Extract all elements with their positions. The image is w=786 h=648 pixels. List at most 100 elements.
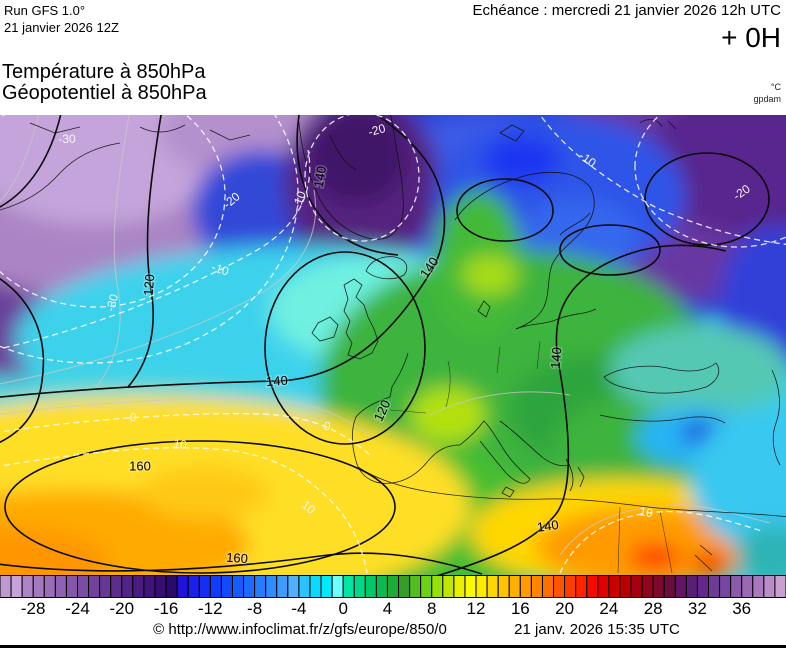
temperature-contour-label: 10: [638, 504, 654, 520]
model-run-info: Run GFS 1.0° 21 janvier 2026 12Z: [4, 2, 119, 36]
color-scale-cell: [342, 575, 355, 598]
color-scale-cell: [586, 575, 599, 598]
color-scale-cell: [774, 575, 786, 598]
color-scale-cell: [0, 575, 12, 598]
temperature-contour-label: -10: [210, 260, 231, 279]
color-scale-cell: [597, 575, 610, 598]
geopotential-contour-label: 140: [536, 517, 560, 535]
scale-tick-label: -8: [247, 599, 263, 618]
scale-tick-label: 8: [426, 599, 437, 618]
geopotential-contour-label: 140: [311, 165, 330, 189]
color-scale-cell: [741, 575, 754, 598]
temperature-contour-label: 10: [173, 436, 188, 452]
color-scale-cell: [132, 575, 145, 598]
color-scale-cell: [663, 575, 676, 598]
scale-tick-label: 20: [555, 599, 575, 618]
unit-temperature: °C: [770, 82, 781, 92]
color-scale-cell: [464, 575, 477, 598]
color-scale-cell: [386, 575, 400, 598]
scale-tick-label: 0: [338, 599, 348, 618]
temperature-contour-label: -30: [58, 132, 76, 146]
scale-tick-label: 12: [466, 599, 486, 618]
color-scale-cell: [43, 575, 56, 598]
color-scale-cell: [641, 575, 654, 598]
country-border: [536, 340, 541, 370]
color-scale-cell: [442, 575, 455, 598]
color-scale-cell: [88, 575, 101, 598]
color-scale-cell: [431, 575, 444, 598]
temperature-color-scale: [0, 575, 786, 598]
color-scale-cell: [110, 575, 123, 598]
color-scale-cell: [254, 575, 267, 598]
model-run-line2: 21 janvier 2026 12Z: [4, 20, 119, 35]
scale-tick-label: -12: [198, 599, 223, 618]
color-scale-cell: [165, 575, 178, 598]
color-scale-cell: [696, 575, 710, 598]
scale-tick-label: -20: [109, 599, 135, 618]
color-scale-cell: [54, 575, 67, 598]
color-scale-cell: [298, 575, 311, 598]
validity-info: Echéance : mercredi 21 janvier 2026 12h …: [473, 2, 782, 54]
scale-tick-label: 32: [687, 599, 707, 618]
forecast-lead-time: + 0H: [721, 22, 781, 53]
color-scale-cell: [752, 575, 765, 598]
footer: © http://www.infoclimat.fr/z/gfs/europe/…: [0, 621, 786, 643]
color-scale-cell: [176, 575, 189, 598]
color-scale-cell: [519, 575, 532, 598]
color-scale-cell: [231, 575, 245, 598]
color-scale-cell: [121, 575, 134, 598]
color-scale-cell: [209, 575, 222, 598]
scale-tick-label: -16: [153, 599, 179, 618]
color-scale-cell: [375, 575, 388, 598]
color-scale-cell: [99, 575, 112, 598]
color-scale-cell: [243, 575, 256, 598]
scale-tick-label: 4: [382, 599, 393, 618]
color-scale-cell: [630, 575, 643, 598]
source-url-text: © http://www.infoclimat.fr/z/gfs/europe/…: [153, 621, 447, 638]
scale-tick-label: -28: [20, 599, 46, 618]
color-scale-cell: [619, 575, 632, 598]
scale-tick-label: 36: [732, 599, 752, 618]
color-scale-cell: [198, 575, 211, 598]
color-scale-cell: [65, 575, 78, 598]
color-scale-cell: [287, 575, 300, 598]
color-scale-cell: [553, 575, 566, 598]
validity-datetime: Echéance : mercredi 21 janvier 2026 12h …: [472, 2, 782, 19]
color-scale-tick-labels: -28 -24 -20 -16 -12 -8 -4 0 4 8 12 16 20 24 28 32 36: [0, 599, 786, 619]
color-scale-cell: [530, 575, 543, 598]
unit-labels: °C gpdam: [753, 81, 781, 105]
bottom-border-bar: [0, 645, 786, 648]
color-scale-cell: [398, 575, 411, 598]
temperature-field: [0, 115, 786, 575]
temperature-contour-label: -20: [367, 121, 388, 139]
color-scale-cell: [309, 575, 322, 598]
color-scale-cell: [453, 575, 466, 598]
color-scale-cell: [76, 575, 90, 598]
color-scale-cell: [708, 575, 721, 598]
scale-tick-label: 28: [643, 599, 663, 618]
color-scale-cell: [564, 575, 577, 598]
scale-tick-label: -24: [65, 599, 90, 618]
geopotential-contour-label: 160: [129, 458, 151, 473]
color-scale-cell: [220, 575, 233, 598]
color-scale-cell: [575, 575, 588, 598]
color-scale-cell: [719, 575, 732, 598]
color-scale-cell: [154, 575, 167, 598]
color-scale-cell: [608, 575, 621, 598]
generation-timestamp: 21 janv. 2026 15:35 UTC: [514, 621, 680, 638]
country-border: [389, 409, 427, 414]
geopotential-contour-label: 120: [141, 273, 158, 296]
color-scale-cell: [353, 575, 366, 598]
temperature-contour-label: -30: [103, 292, 121, 313]
scale-tick-label: 24: [599, 599, 619, 618]
color-scale-cell: [420, 575, 433, 598]
parameter-title-geopotential: Géopotentiel à 850hPa: [2, 82, 207, 104]
geopotential-contour-label: 160: [226, 550, 249, 566]
color-scale-cell: [763, 575, 776, 598]
scale-tick-label: 16: [510, 599, 530, 618]
unit-geopotential: gpdam: [753, 94, 781, 104]
color-scale-cell: [320, 575, 333, 598]
geopotential-contour-label: 140: [266, 373, 289, 389]
